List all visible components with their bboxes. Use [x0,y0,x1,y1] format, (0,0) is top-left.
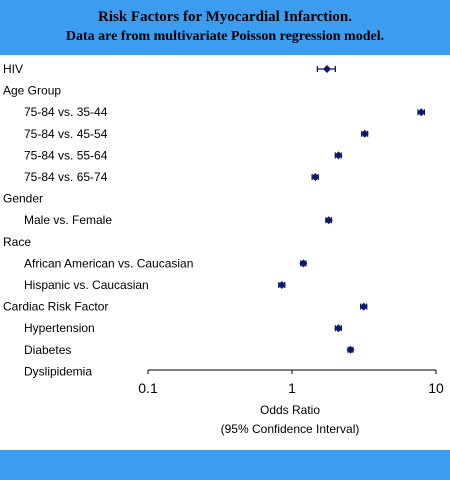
chart-title-block: Risk Factors for Myocardial Infarction. … [0,8,450,46]
point-estimate-marker [346,345,355,354]
row-label: African American vs. Caucasian [24,256,193,270]
point-estimate-marker [417,108,426,117]
row-label: 75-84 vs. 35-44 [24,105,108,119]
row-label: Age Group [3,84,61,98]
point-estimate-marker [322,65,331,73]
row-label: Male vs. Female [24,213,112,227]
row-label: Hispanic vs. Caucasian [24,278,149,292]
row-label: HIV [3,62,23,76]
point-estimate-marker [299,259,308,268]
point-estimate-marker [311,173,320,181]
point-estimate-marker [360,129,369,138]
x-tick-label: 1 [288,380,296,396]
point-estimate-marker [334,324,343,333]
plot-panel: HIV Age Group 75-84 vs. 35-44 75-84 vs. 45-… [0,55,450,450]
row-label: 75-84 vs. 55-64 [24,148,108,162]
x-tick-label: 10 [428,380,444,396]
row-label: Cardiac Risk Factor [3,300,108,314]
point-estimate-marker [277,281,286,289]
x-axis-title: (95% Confidence Interval) [221,422,360,436]
row-label: Dyslipidemia [24,364,92,378]
row-label: Diabetes [24,343,71,357]
row-label: Gender [3,192,43,206]
row-label: Race [3,235,31,249]
x-axis-title: Odds Ratio [260,403,320,417]
point-estimate-marker [359,302,368,311]
point-estimate-marker [324,216,333,225]
x-tick-label: 0.1 [138,380,158,396]
row-label: 75-84 vs. 65-74 [24,170,108,184]
row-label: Hypertension [24,321,95,335]
point-estimate-marker [334,151,343,160]
row-label: 75-84 vs. 45-54 [24,127,108,141]
forest-plot: HIV Age Group 75-84 vs. 35-44 75-84 vs. 45-… [3,62,444,436]
chart-subtitle: Data are from multivariate Poisson regre… [65,29,385,44]
chart-title: Risk Factors for Myocardial Infarction. [98,9,352,25]
